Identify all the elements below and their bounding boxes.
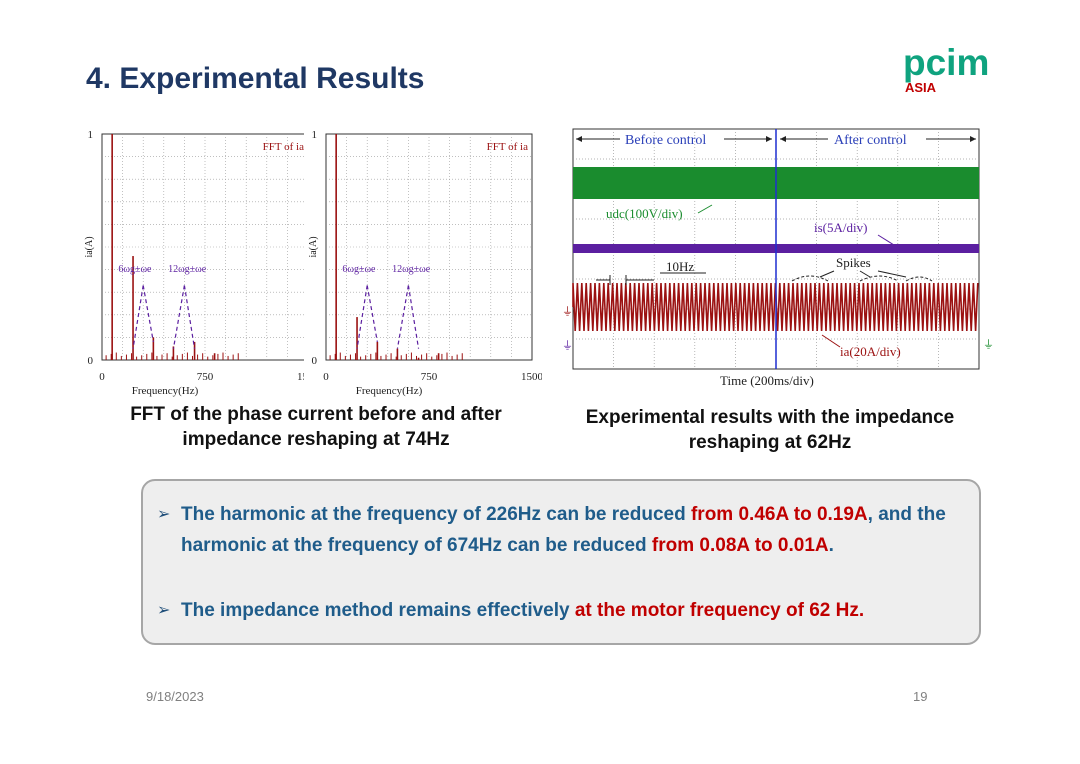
page-number: 19 bbox=[913, 689, 928, 704]
fft-chart-after: FFT of ia 0 1 ia(A) 0 750 1500 Frequency(Hz) 6ωg… bbox=[308, 129, 542, 397]
summary-bullet-1: ➢ The harmonic at the frequency of 226Hz… bbox=[157, 499, 947, 561]
fft-before-ylabel: ia(A) bbox=[84, 236, 95, 257]
fft-after-ytick-0: 0 bbox=[312, 355, 318, 367]
spike-markers bbox=[791, 275, 933, 282]
fft-after-annotation-6wg: 6ωg±ωe bbox=[342, 264, 376, 275]
bullet-arrow-icon: ➢ bbox=[157, 506, 171, 523]
spike-pointer-3 bbox=[877, 270, 907, 278]
time-domain-chart: Before control After control udc(100V/di… bbox=[562, 128, 994, 388]
caption-fft: FFT of the phase current before and afte… bbox=[130, 404, 502, 450]
fft-after-ytick-1: 1 bbox=[312, 129, 318, 141]
fft-before-annotation-arrow bbox=[132, 285, 144, 349]
fft-before-xtick: 1500 bbox=[297, 371, 304, 383]
fft-after-xtick: 750 bbox=[421, 371, 438, 383]
fft-after-xlabel: Frequency(Hz) bbox=[356, 385, 423, 397]
fft-before-xtick: 750 bbox=[197, 371, 214, 383]
after-arrowhead-right bbox=[970, 136, 976, 142]
pcim-logo: pcim ASIA bbox=[903, 44, 998, 104]
fft-after-annotation-12wg: 12ωg±ωe bbox=[392, 264, 431, 275]
fft-before-ytick-0: 0 bbox=[88, 355, 94, 367]
summary-bullet-2: ➢ The impedance method remains effective… bbox=[157, 595, 977, 626]
summary-box: ➢ The harmonic at the frequency of 226Hz… bbox=[141, 479, 981, 645]
fft-before-xlabel: Frequency(Hz) bbox=[132, 385, 199, 397]
summary-bullet-2-text: The impedance method remains effectively… bbox=[181, 600, 865, 621]
ia-waveform bbox=[572, 282, 979, 332]
before-arrowhead-left bbox=[576, 136, 582, 142]
bullet-arrow-icon: ➢ bbox=[157, 602, 171, 619]
fft-before-ytick-1: 1 bbox=[88, 129, 94, 141]
time-axis-label: Time (200ms/div) bbox=[720, 373, 814, 388]
before-control-label: Before control bbox=[625, 133, 706, 148]
fft-after-title: FFT of ia bbox=[487, 141, 528, 153]
ground-marker-ia: ⏚ bbox=[562, 305, 573, 318]
after-control-label: After control bbox=[834, 133, 907, 148]
is-pointer bbox=[877, 234, 895, 246]
fft-before-annotation-arrow bbox=[172, 285, 185, 349]
logo-name: pcim bbox=[903, 42, 990, 83]
fft-after-annotation-arrow bbox=[396, 285, 409, 349]
logo-region: ASIA bbox=[905, 80, 937, 95]
ia-label: ia(20A/div) bbox=[840, 344, 901, 359]
fft-after-annotation-arrow bbox=[407, 285, 420, 349]
after-arrowhead-left bbox=[780, 136, 786, 142]
period-label: 10Hz bbox=[666, 259, 694, 274]
summary-bullet-1-text: The harmonic at the frequency of 226Hz c… bbox=[181, 504, 946, 556]
fft-after-annotation-arrow bbox=[356, 285, 368, 349]
fft-after-xtick: 0 bbox=[323, 371, 329, 383]
footer-date: 9/18/2023 bbox=[146, 689, 204, 704]
caption-experimental: Experimental results with the impedance … bbox=[585, 407, 955, 453]
slide-title: 4. Experimental Results bbox=[86, 62, 425, 95]
fft-after-xtick: 1500 bbox=[521, 371, 542, 383]
fft-after-annotation-arrow bbox=[366, 285, 378, 343]
before-arrowhead-right bbox=[766, 136, 772, 142]
fft-before-title: FFT of ia bbox=[263, 141, 304, 153]
udc-label: udc(100V/div) bbox=[606, 206, 683, 221]
spike-pointer-2 bbox=[859, 270, 871, 278]
ground-marker-udc: ⏚ bbox=[983, 338, 994, 351]
fft-chart-before: FFT of ia 0 1 ia(A) 0 750 1500 Frequency(Hz) 6ωg… bbox=[84, 129, 304, 397]
is-label: is(5A/div) bbox=[814, 220, 867, 235]
fft-after-ylabel: ia(A) bbox=[308, 236, 319, 257]
ia-pointer bbox=[821, 334, 841, 348]
fft-before-xtick: 0 bbox=[99, 371, 105, 383]
fft-before-annotation-12wg: 12ωg±ωe bbox=[168, 264, 207, 275]
ia-waveform-path bbox=[572, 282, 979, 332]
ground-marker-is: ⏚ bbox=[562, 339, 573, 352]
fft-before-annotation-6wg: 6ωg±ωe bbox=[118, 264, 152, 275]
fft-before-annotation-arrow bbox=[183, 285, 196, 349]
spike-pointer-1 bbox=[819, 270, 835, 278]
spikes-label: Spikes bbox=[836, 255, 871, 270]
udc-pointer bbox=[697, 204, 713, 214]
fft-before-annotation-arrow bbox=[142, 285, 154, 343]
